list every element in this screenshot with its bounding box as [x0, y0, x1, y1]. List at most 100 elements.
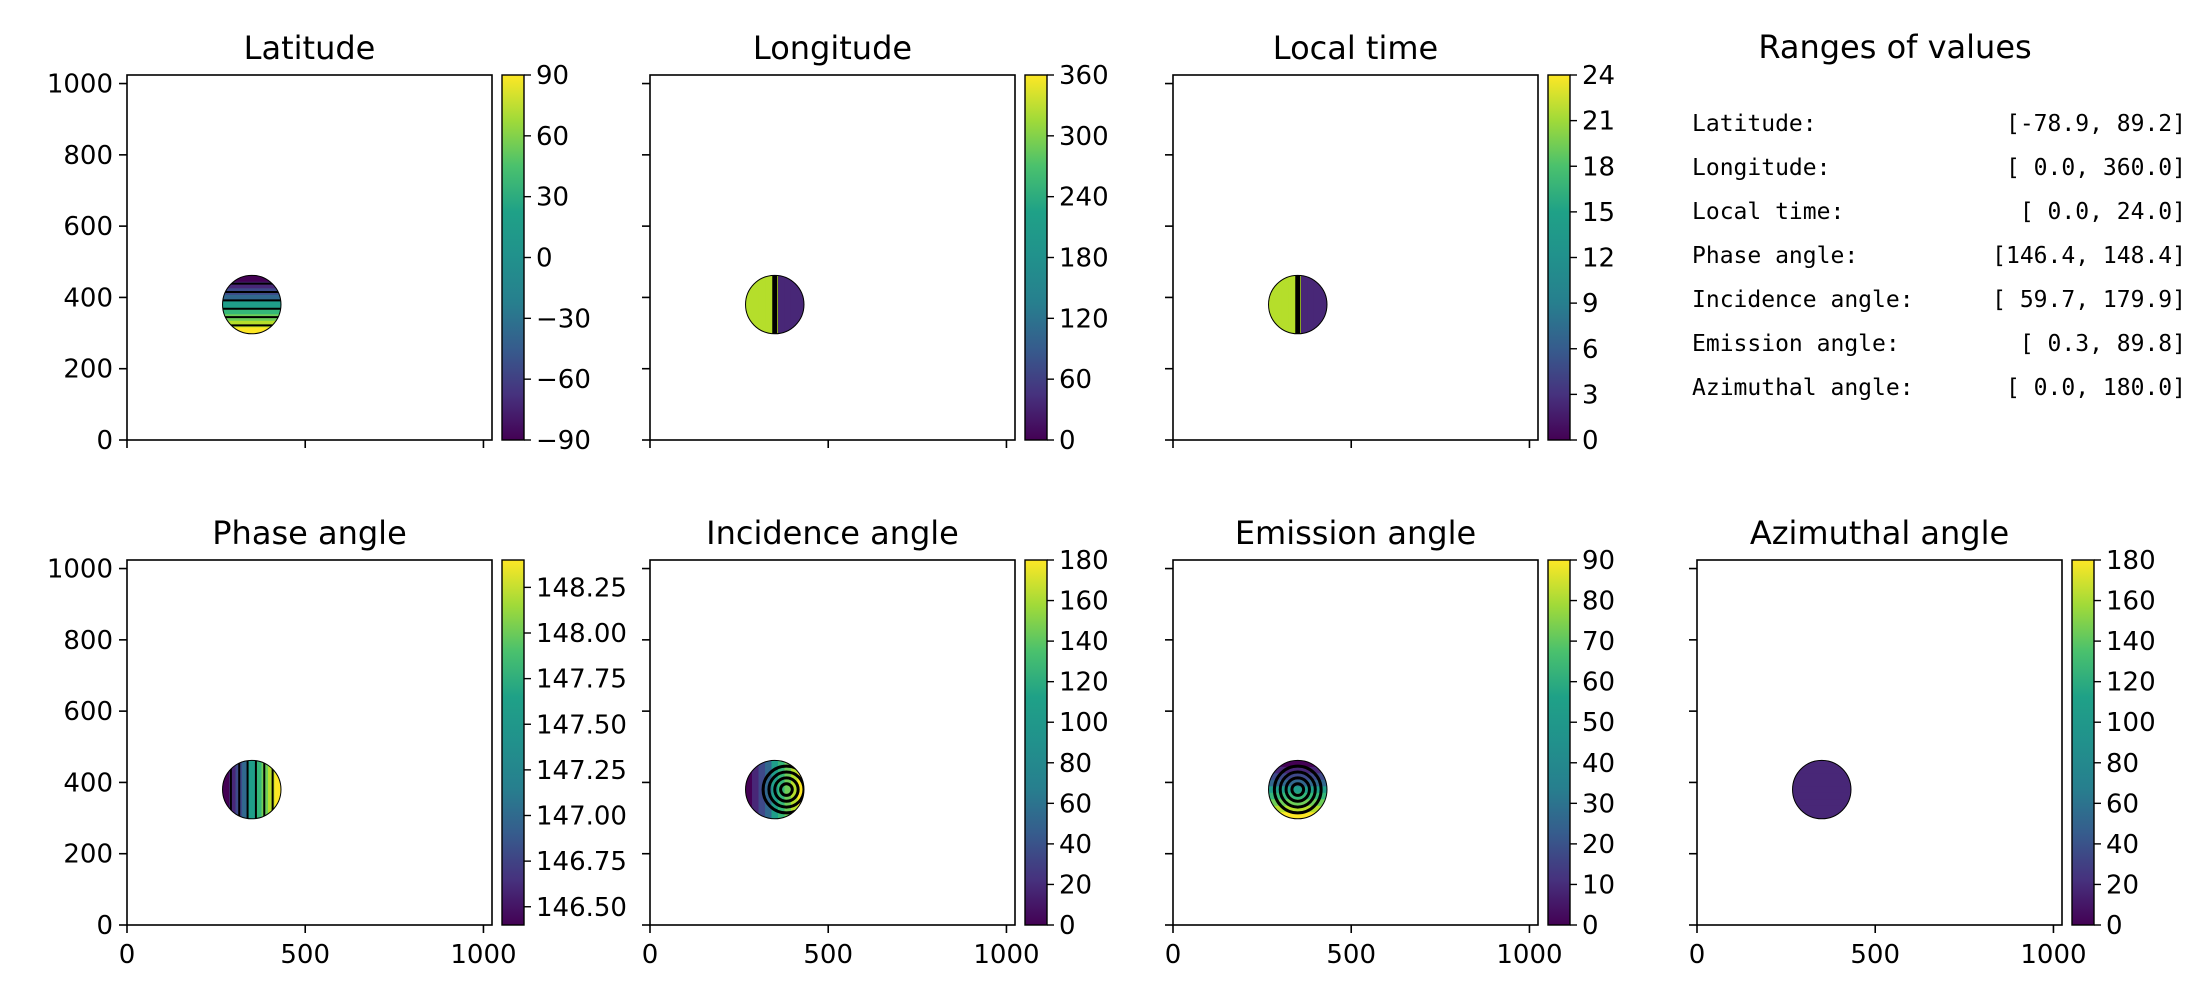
disk-band [765, 275, 773, 334]
y-tick-label: 400 [63, 283, 113, 313]
y-tick-label: 600 [63, 697, 113, 727]
disk-band [222, 327, 281, 334]
y-tick-label: 200 [63, 355, 113, 385]
x-tick-label: 500 [280, 940, 330, 970]
colorbar-tick-label: 15 [1582, 198, 1615, 228]
disk-image [1268, 275, 1327, 334]
disk-band [1792, 773, 1851, 781]
x-tick-label: 500 [1326, 940, 1376, 970]
disk-band [1301, 275, 1308, 334]
colorbar-tick-label: 60 [536, 122, 569, 152]
x-tick-label: 500 [1850, 940, 1900, 970]
colorbar-tick-label: 21 [1582, 107, 1615, 137]
colorbar-tick-label: 147.25 [536, 756, 627, 786]
disk-band [1792, 760, 1851, 768]
contour-line [1284, 776, 1311, 803]
colorbar-tick-label: 24 [1582, 61, 1615, 91]
colorbar-tick-label: 30 [1582, 789, 1615, 819]
disk-band [1268, 799, 1327, 807]
colorbar-tick-label: 90 [536, 61, 569, 91]
colorbar-tick-label: 300 [1059, 122, 1109, 152]
x-tick-label: 1000 [1496, 940, 1562, 970]
disk-band [1313, 275, 1321, 334]
colorbar-tick-label: 148.00 [536, 619, 627, 649]
disk-band [267, 760, 275, 819]
disk-band [222, 275, 281, 283]
colorbar-tick-label: 90 [1582, 546, 1615, 576]
disk-band [1792, 779, 1851, 787]
disk-band [1792, 805, 1851, 813]
colorbar-tick-label: 160 [2106, 587, 2156, 617]
disk-band [1268, 766, 1327, 774]
colorbar-tick-label: −60 [536, 365, 591, 395]
colorbar-tick-label: 180 [2106, 546, 2156, 576]
disk-band [222, 281, 281, 289]
colorbar-tick-label: 30 [536, 183, 569, 213]
y-tick-label: 0 [96, 911, 113, 941]
colorbar-tick-label: 12 [1582, 244, 1615, 274]
panel-phase-angle: Phase angle 0 500 1000 0 200 400 600 800 1000 148.… [47, 514, 627, 970]
colorbar [501, 74, 525, 441]
panel-title: Latitude [244, 29, 376, 67]
colorbar-tick-label: 20 [2106, 870, 2139, 900]
colorbar [1547, 74, 1571, 441]
range-value: [ 0.0, 360.0] [2006, 155, 2186, 181]
colorbar-tick-label: 160 [1059, 587, 1109, 617]
disk-band [1268, 812, 1327, 819]
disk-band [229, 760, 237, 819]
range-value: [146.4, 148.4] [1992, 243, 2186, 269]
colorbar-tick-label: 0 [1582, 426, 1599, 456]
axes-frame [649, 74, 1016, 441]
disk-band [1792, 766, 1851, 774]
colorbar-tick-label: 0 [536, 244, 553, 274]
colorbar-tick-label: 50 [1582, 708, 1615, 738]
colorbar-tick-label: 70 [1582, 627, 1615, 657]
disk-limb [745, 759, 805, 820]
disk-band [222, 320, 281, 328]
disk-band [797, 275, 804, 334]
colorbar-tick-label: 147.50 [536, 710, 627, 740]
colorbar-tick-label: 80 [1582, 587, 1615, 617]
disk-band [758, 275, 766, 334]
disk-band [790, 760, 798, 819]
disk-limb [745, 274, 805, 335]
disk-band [1792, 799, 1851, 807]
colorbar-tick-label: 100 [2106, 708, 2156, 738]
disk-band [1792, 786, 1851, 794]
colorbar-tick-label: 40 [2106, 830, 2139, 860]
colorbar-tick-label: 60 [1059, 365, 1092, 395]
colorbar-tick-label: 80 [1059, 749, 1092, 779]
panel-title: Azimuthal angle [1750, 514, 2009, 552]
disk-limb [1268, 274, 1328, 335]
x-tick-label: 1000 [973, 940, 1039, 970]
colorbar-tick-label: 0 [1582, 911, 1599, 941]
contour-line [1272, 764, 1323, 815]
colorbar-tick-label: 240 [1059, 183, 1109, 213]
axes-frame [1172, 559, 1539, 926]
colorbar-tick-label: 18 [1582, 152, 1615, 182]
disk-image [1792, 760, 1851, 819]
disk-band [1792, 792, 1851, 800]
x-tick-label: 0 [1689, 940, 1706, 970]
y-tick-label: 600 [63, 212, 113, 242]
colorbar-tick-label: 0 [1059, 911, 1076, 941]
y-tick-label: 800 [63, 626, 113, 656]
colorbar [2071, 559, 2095, 926]
panel-local-time: Local time 24 21 18 15 12 9 6 3 0 [1165, 29, 1615, 456]
y-tick-label: 1000 [47, 70, 113, 100]
panel-title: Incidence angle [706, 514, 959, 552]
colorbar-tick-label: 3 [1582, 380, 1599, 410]
disk-band [745, 760, 753, 819]
disk-limb [222, 274, 282, 335]
disk-band [1288, 275, 1296, 334]
colorbar [1024, 559, 1048, 926]
disk-band [222, 760, 230, 819]
contour-line [779, 782, 794, 797]
ranges-panel: Ranges of values Latitude: [-78.9, 89.2] Lo… [1692, 28, 2186, 401]
disk-image [222, 275, 281, 334]
range-value: [-78.9, 89.2] [2006, 111, 2186, 137]
colorbar-tick-label: 20 [1059, 870, 1092, 900]
disk-band [745, 275, 753, 334]
disk-image [1268, 760, 1327, 819]
